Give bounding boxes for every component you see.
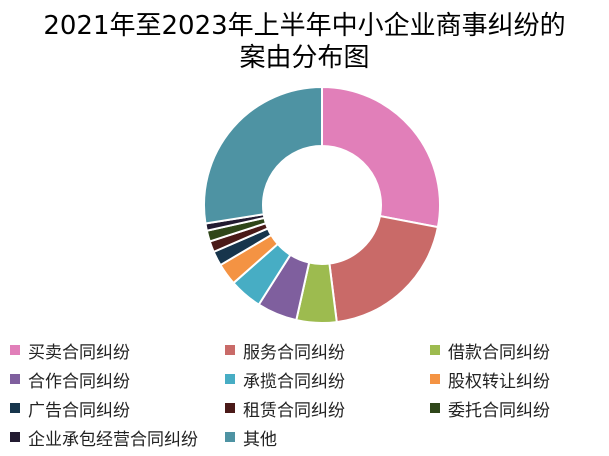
legend-item-4: 承揽合同纠纷 [225,365,345,393]
legend-item-7: 租赁合同纠纷 [225,394,345,422]
donut-slice-0 [321,85,441,229]
legend-item-3: 合作合同纠纷 [10,365,130,393]
legend-item-6: 广告合同纠纷 [10,394,130,422]
legend-item-0: 买卖合同纠纷 [10,336,130,364]
chart-title-line-1: 2021年至2023年上半年中小企业商事纠纷的 [43,11,566,41]
donut-chart [203,85,441,324]
legend-label-8: 委托合同纠纷 [448,400,550,421]
legend-item-1: 服务合同纠纷 [225,336,345,364]
chart-title: 2021年至2023年上半年中小企业商事纠纷的 案由分布图 [0,10,609,74]
legend-swatch-10 [225,432,235,442]
legend-swatch-1 [225,345,235,355]
legend-label-3: 合作合同纠纷 [28,371,130,392]
legend-label-2: 借款合同纠纷 [448,342,550,363]
legend-label-5: 股权转让纠纷 [448,371,550,392]
donut-slice-1 [328,214,440,324]
legend-label-10: 其他 [243,429,277,450]
legend-label-4: 承揽合同纠纷 [243,371,345,392]
legend-item-10: 其他 [225,423,277,451]
legend-swatch-8 [430,403,440,413]
chart-title-line-2: 案由分布图 [239,43,370,73]
legend-swatch-2 [430,345,440,355]
legend-item-5: 股权转让纠纷 [430,365,550,393]
legend-item-2: 借款合同纠纷 [430,336,550,364]
legend-swatch-0 [10,345,20,355]
legend-label-1: 服务合同纠纷 [243,342,345,363]
legend-item-8: 委托合同纠纷 [430,394,550,422]
legend-swatch-3 [10,374,20,384]
legend-swatch-5 [430,374,440,384]
legend-swatch-4 [225,374,235,384]
legend-label-0: 买卖合同纠纷 [28,342,130,363]
legend-label-7: 租赁合同纠纷 [243,400,345,421]
legend-item-9: 企业承包经营合同纠纷 [10,423,198,451]
legend-label-9: 企业承包经营合同纠纷 [28,429,198,450]
legend-swatch-6 [10,403,20,413]
legend-swatch-9 [10,432,20,442]
legend-label-6: 广告合同纠纷 [28,400,130,421]
donut-slice-10 [203,85,323,225]
legend-swatch-7 [225,403,235,413]
